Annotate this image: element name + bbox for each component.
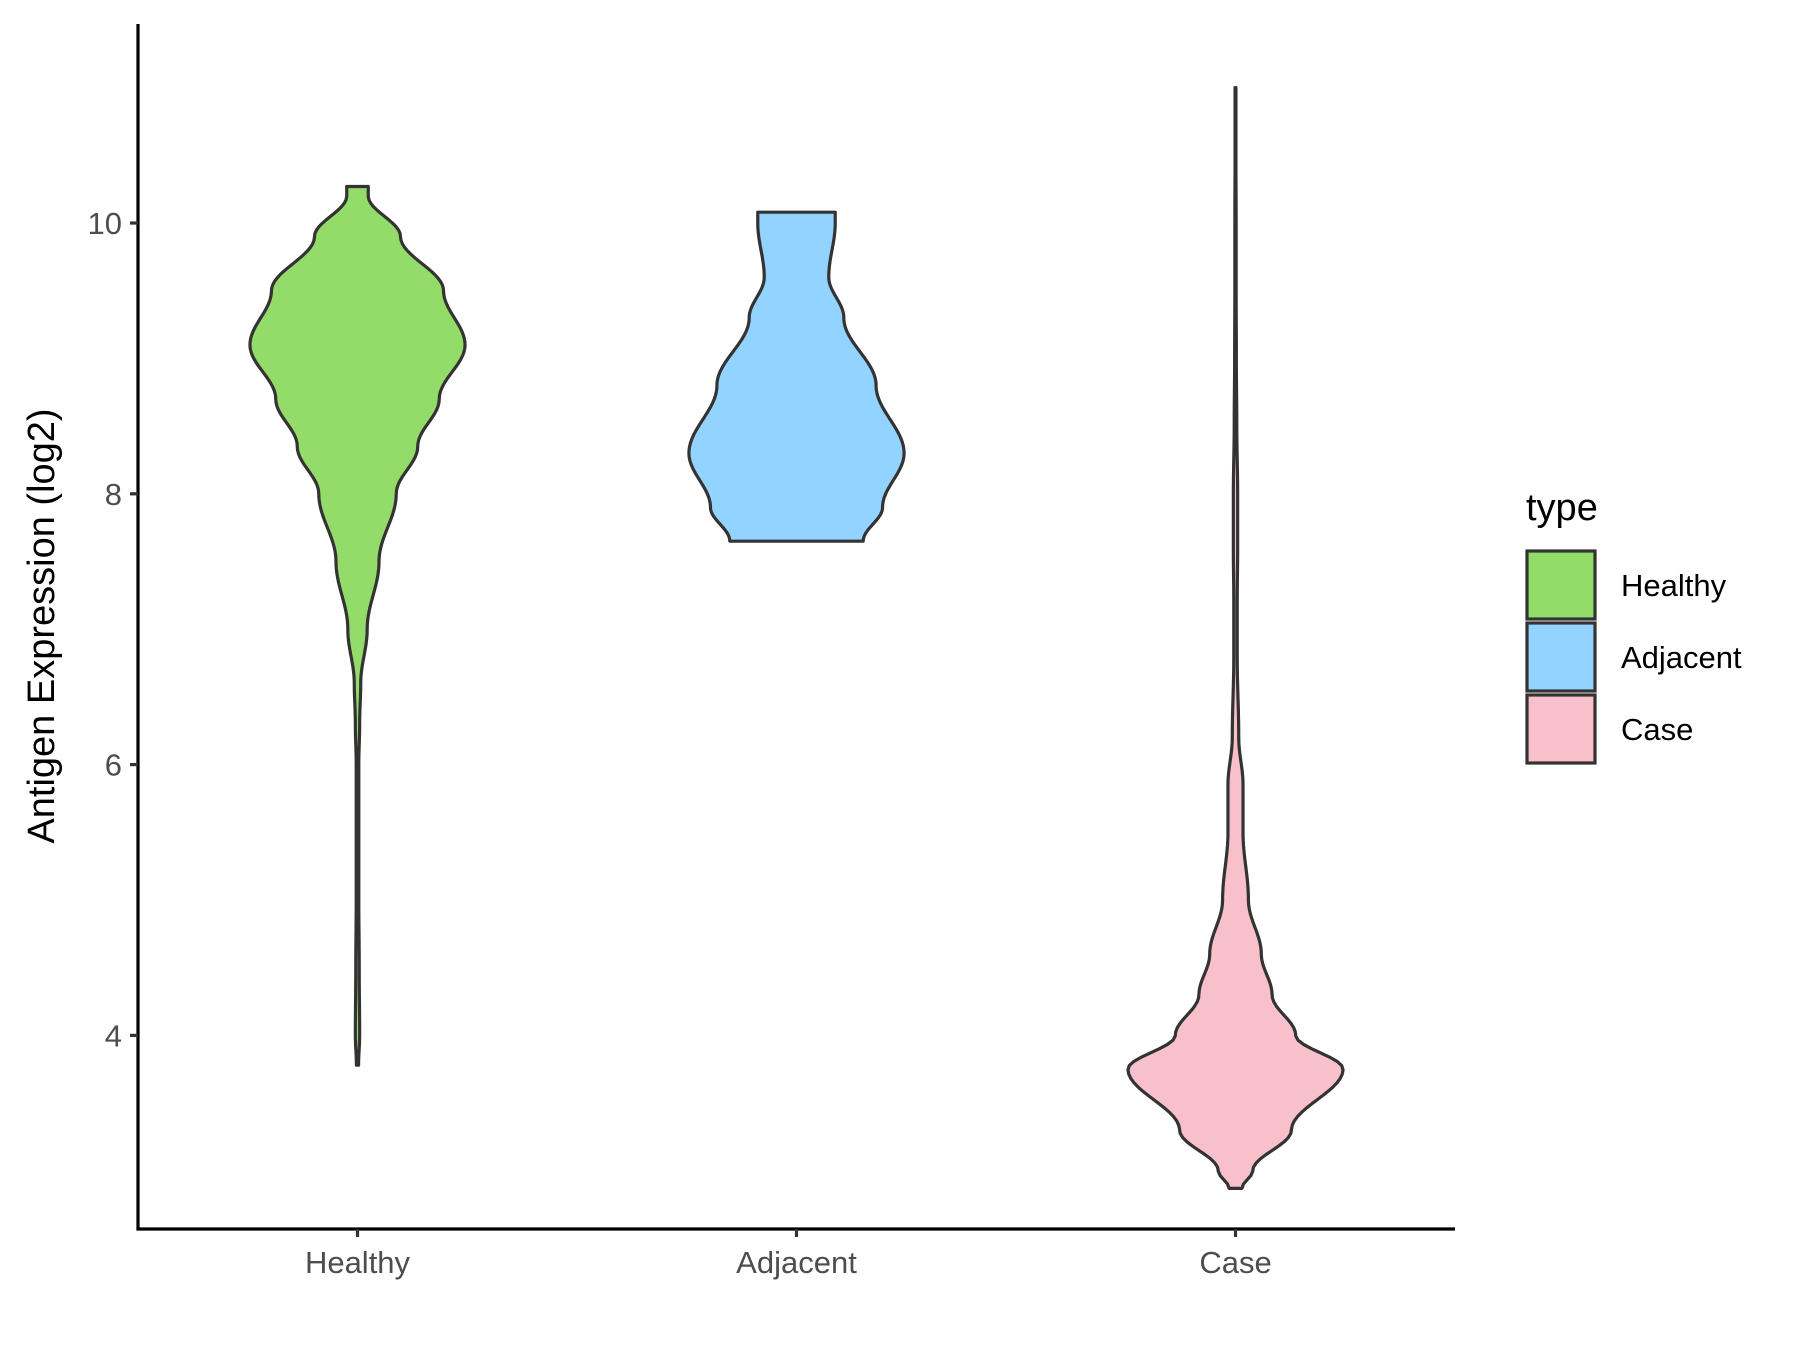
y-tick-label-8: 8	[105, 477, 122, 512]
violins-layer	[248, 86, 1345, 1190]
y-ticks: 4 6 8 10	[88, 206, 138, 1053]
legend-key-case	[1525, 693, 1597, 765]
x-tick-label-adjacent: Adjacent	[736, 1245, 857, 1280]
legend-key-healthy	[1525, 549, 1597, 621]
y-tick-label-10: 10	[88, 206, 122, 241]
legend-key-adjacent	[1525, 621, 1597, 693]
x-tick-label-healthy: Healthy	[305, 1245, 411, 1280]
y-tick-label-4: 4	[105, 1018, 122, 1053]
y-axis-title: Antigen Expression (log2)	[21, 408, 63, 843]
violin-case	[1126, 86, 1345, 1190]
legend-label-healthy: Healthy	[1621, 568, 1727, 603]
x-tick-label-case: Case	[1199, 1245, 1271, 1280]
violin-adjacent	[687, 210, 906, 543]
legend-label-case: Case	[1621, 712, 1693, 747]
violin-healthy	[248, 184, 467, 1067]
legend: type Healthy Adjacent Case	[1525, 487, 1742, 765]
legend-label-adjacent: Adjacent	[1621, 640, 1742, 675]
x-ticks: Healthy Adjacent Case	[305, 1229, 1272, 1280]
legend-title: type	[1526, 487, 1598, 529]
y-tick-label-6: 6	[105, 748, 122, 783]
